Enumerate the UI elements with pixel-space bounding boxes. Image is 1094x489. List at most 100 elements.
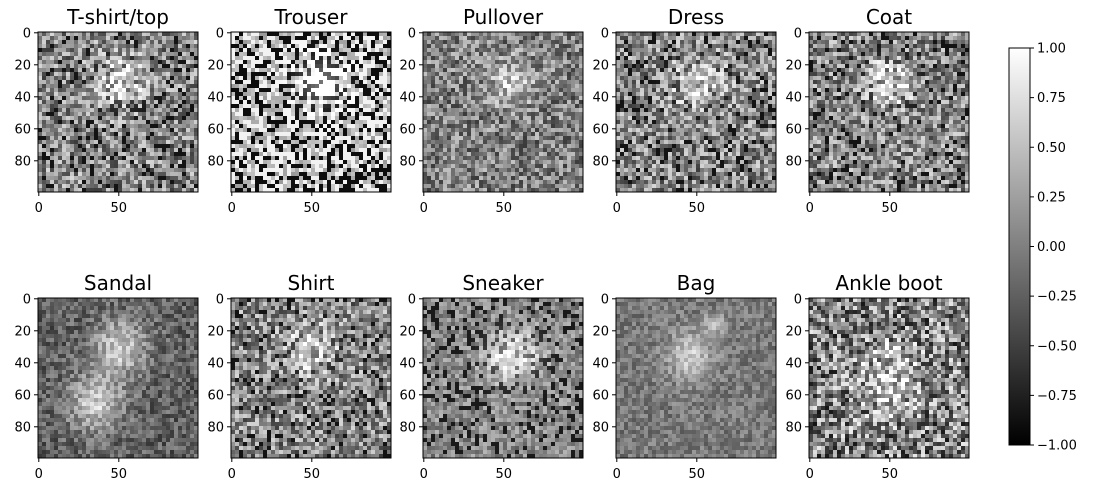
heatmap-cell	[287, 132, 292, 137]
heatmap-cell	[126, 144, 131, 149]
heatmap-cell	[447, 172, 452, 177]
heatmap-cell	[351, 116, 356, 121]
heatmap-cell	[166, 68, 171, 73]
heatmap-cell	[764, 32, 769, 37]
heatmap-cell	[371, 116, 376, 121]
heatmap-cell	[295, 84, 300, 89]
heatmap-cell	[351, 184, 356, 189]
heatmap-cell	[443, 80, 448, 85]
heatmap-cell	[299, 80, 304, 85]
heatmap-cell	[243, 152, 248, 157]
heatmap-cell	[555, 128, 560, 133]
heatmap-cell	[523, 160, 528, 165]
heatmap-cell	[343, 164, 348, 169]
heatmap-cell	[174, 132, 179, 137]
heatmap-cell	[567, 48, 572, 53]
heatmap-cell	[126, 116, 131, 121]
heatmap-cell	[571, 164, 576, 169]
heatmap-cell	[110, 32, 115, 37]
heatmap-cell	[315, 108, 320, 113]
heatmap-cell	[122, 88, 127, 93]
heatmap-cell	[154, 140, 159, 145]
heatmap-cell	[752, 32, 757, 37]
heatmap-cell	[728, 32, 733, 37]
heatmap-cell	[78, 60, 83, 65]
heatmap-cell	[575, 184, 580, 189]
heatmap-cell	[142, 60, 147, 65]
heatmap-cell	[46, 88, 51, 93]
heatmap-cell	[692, 36, 697, 41]
heatmap-cell	[70, 168, 75, 173]
heatmap-cell	[118, 48, 123, 53]
heatmap-cell	[134, 88, 139, 93]
heatmap-cell	[291, 132, 296, 137]
heatmap-image	[38, 32, 199, 193]
heatmap-cell	[98, 180, 103, 185]
heatmap-cell	[174, 72, 179, 77]
heatmap-cell	[571, 128, 576, 133]
heatmap-cell	[455, 124, 460, 129]
heatmap-cell	[519, 84, 524, 89]
heatmap-cell	[335, 84, 340, 89]
heatmap-cell	[668, 44, 673, 49]
heatmap-cell	[311, 148, 316, 153]
heatmap-cell	[114, 160, 119, 165]
heatmap-cell	[54, 148, 59, 153]
heatmap-cell	[291, 60, 296, 65]
heatmap-cell	[355, 32, 360, 37]
heatmap-cell	[50, 52, 55, 57]
heatmap-cell	[547, 84, 552, 89]
heatmap-cell	[515, 124, 520, 129]
heatmap-cell	[519, 60, 524, 65]
heatmap-cell	[295, 80, 300, 85]
heatmap-cell	[247, 132, 252, 137]
heatmap-cell	[467, 36, 472, 41]
heatmap-cell	[467, 60, 472, 65]
heatmap-cell	[439, 44, 444, 49]
heatmap-cell	[551, 80, 556, 85]
heatmap-cell	[243, 136, 248, 141]
heatmap-cell	[70, 52, 75, 57]
heatmap-cell	[106, 52, 111, 57]
heatmap-cell	[271, 160, 276, 165]
heatmap-cell	[423, 84, 428, 89]
heatmap-cell	[106, 184, 111, 189]
heatmap-cell	[379, 120, 384, 125]
heatmap-cell	[343, 116, 348, 121]
heatmap-cell	[551, 160, 556, 165]
heatmap-cell	[579, 188, 584, 193]
heatmap-cell	[379, 40, 384, 45]
heatmap-cell	[74, 112, 79, 117]
heatmap-cell	[439, 128, 444, 133]
heatmap-cell	[539, 40, 544, 45]
heatmap-cell	[94, 40, 99, 45]
heatmap-cell	[239, 32, 244, 37]
heatmap-cell	[335, 68, 340, 73]
heatmap-cell	[327, 112, 332, 117]
heatmap-cell	[339, 60, 344, 65]
heatmap-cell	[427, 148, 432, 153]
heatmap-cell	[543, 88, 548, 93]
heatmap-cell	[447, 100, 452, 105]
heatmap-cell	[479, 48, 484, 53]
heatmap-cell	[535, 144, 540, 149]
heatmap-cell	[122, 96, 127, 101]
heatmap-cell	[271, 40, 276, 45]
heatmap-cell	[90, 84, 95, 89]
heatmap-cell	[110, 168, 115, 173]
heatmap-cell	[327, 176, 332, 181]
heatmap-cell	[475, 88, 480, 93]
heatmap-cell	[543, 180, 548, 185]
heatmap-cell	[760, 36, 765, 41]
heatmap-cell	[263, 48, 268, 53]
heatmap-cell	[126, 76, 131, 81]
heatmap-cell	[483, 132, 488, 137]
heatmap-cell	[58, 116, 63, 121]
heatmap-cell	[182, 100, 187, 105]
heatmap-cell	[283, 136, 288, 141]
heatmap-cell	[535, 160, 540, 165]
heatmap-cell	[559, 40, 564, 45]
heatmap-cell	[363, 68, 368, 73]
heatmap-cell	[82, 124, 87, 129]
heatmap-cell	[455, 44, 460, 49]
